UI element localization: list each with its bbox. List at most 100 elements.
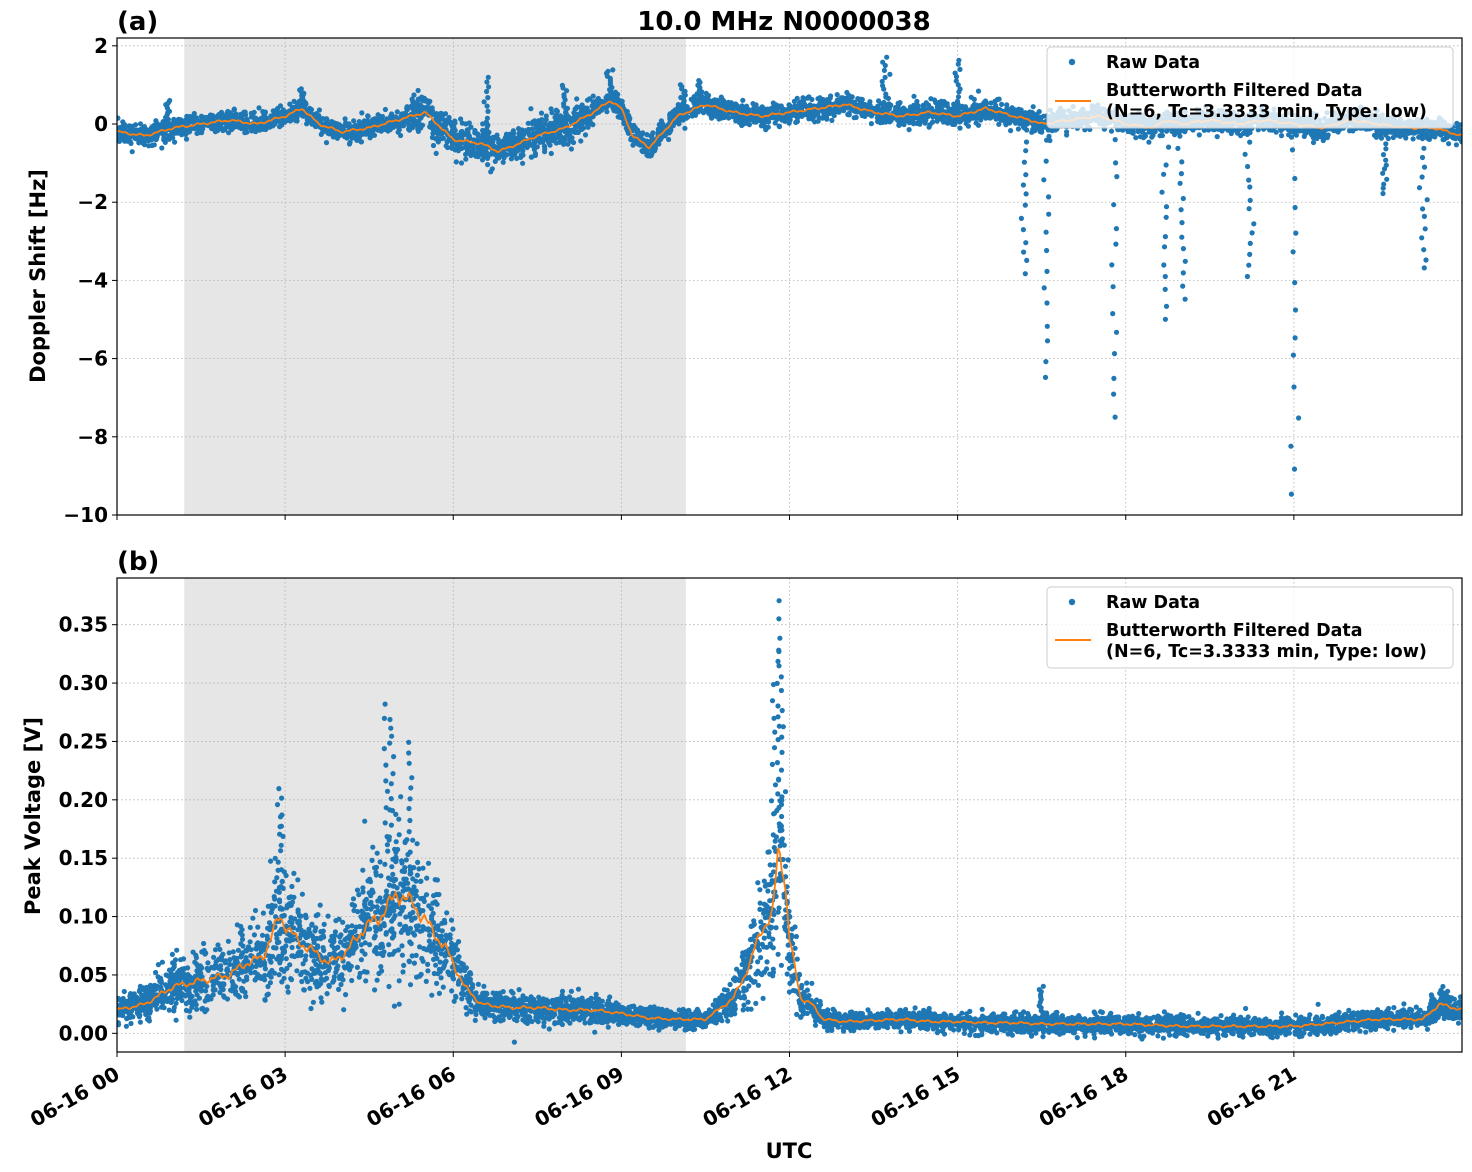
raw-data-point xyxy=(584,97,591,103)
raw-data-point xyxy=(404,104,410,110)
raw-data-point xyxy=(882,117,888,123)
raw-data-point xyxy=(291,98,297,104)
raw-data-point xyxy=(772,102,778,108)
raw-data-point xyxy=(584,107,590,113)
raw-data-point xyxy=(692,112,699,118)
raw-data-point xyxy=(324,117,330,123)
raw-data-point xyxy=(382,106,388,113)
raw-data-point xyxy=(841,108,847,114)
raw-data-point xyxy=(1030,104,1036,110)
raw-data-point xyxy=(1064,129,1070,135)
raw-data-point xyxy=(365,113,371,119)
raw-data-point xyxy=(574,96,580,102)
raw-data-point xyxy=(718,94,724,100)
raw-data-point xyxy=(231,106,237,112)
raw-data-point xyxy=(941,99,947,105)
raw-data-point xyxy=(635,141,641,147)
raw-data-point xyxy=(184,129,190,136)
raw-data-point xyxy=(516,126,522,132)
raw-data-point xyxy=(996,121,1002,127)
raw-data-point xyxy=(823,112,830,118)
raw-data-point xyxy=(846,92,852,99)
raw-data-point xyxy=(726,103,732,109)
raw-data-point xyxy=(831,113,837,119)
raw-data-point xyxy=(611,108,617,114)
raw-data-point xyxy=(429,105,435,111)
raw-data-point xyxy=(1286,132,1292,138)
raw-data-point xyxy=(744,103,750,109)
raw-data-point xyxy=(124,138,130,144)
raw-data-point xyxy=(200,117,206,123)
raw-data-point xyxy=(172,139,178,145)
raw-data-point xyxy=(1015,126,1022,132)
raw-data-point xyxy=(858,96,864,102)
raw-data-point xyxy=(268,113,274,119)
raw-data-point xyxy=(888,117,894,123)
raw-data-point xyxy=(118,134,124,140)
raw-data-point xyxy=(923,100,929,106)
raw-data-point xyxy=(458,116,464,122)
raw-data-point xyxy=(1269,127,1275,133)
raw-data-point xyxy=(434,135,440,141)
raw-data-point xyxy=(828,93,834,99)
raw-data-point xyxy=(938,102,944,108)
raw-data-point xyxy=(973,120,979,126)
raw-data-point xyxy=(604,109,610,115)
raw-data-point xyxy=(866,101,873,107)
raw-data-point xyxy=(906,127,912,133)
raw-data-point xyxy=(1205,127,1212,133)
raw-data-point xyxy=(988,100,994,106)
raw-data-point xyxy=(323,140,330,146)
raw-data-point xyxy=(129,123,135,129)
raw-data-point xyxy=(1432,134,1438,140)
raw-data-point xyxy=(277,103,284,109)
raw-data-point xyxy=(500,159,506,165)
raw-data-point xyxy=(564,130,570,136)
raw-data-point xyxy=(649,150,655,157)
raw-data-point xyxy=(239,123,245,129)
raw-data-point xyxy=(1235,130,1241,136)
raw-data-point xyxy=(244,124,251,130)
raw-data-point xyxy=(706,98,712,104)
raw-data-point xyxy=(540,121,546,127)
raw-data-point xyxy=(389,111,395,117)
raw-data-point xyxy=(415,87,421,94)
raw-data-point xyxy=(996,96,1002,102)
raw-data-point xyxy=(559,137,566,143)
raw-data-point xyxy=(815,118,821,124)
raw-data-point xyxy=(277,124,283,130)
raw-data-point xyxy=(658,118,665,124)
raw-data-point xyxy=(759,108,766,114)
chart-title: 10.0 MHz N0000038 xyxy=(637,7,930,37)
raw-data-point xyxy=(952,121,958,127)
raw-data-point xyxy=(256,105,262,111)
raw-data-point xyxy=(718,101,724,108)
raw-data-point xyxy=(489,151,495,157)
raw-data-point xyxy=(750,115,756,121)
raw-data-point xyxy=(548,106,554,112)
raw-data-point xyxy=(1196,132,1202,138)
raw-data-point xyxy=(158,122,165,128)
raw-data-point xyxy=(543,117,549,123)
raw-data-point xyxy=(776,124,783,130)
raw-data-point xyxy=(736,119,743,126)
raw-data-point xyxy=(473,153,479,159)
raw-data-point xyxy=(218,124,224,130)
raw-data-point xyxy=(183,136,190,142)
raw-data-point xyxy=(228,113,234,119)
raw-data-point xyxy=(354,124,360,130)
raw-data-point xyxy=(347,139,353,145)
raw-data-point xyxy=(1278,127,1284,133)
raw-data-point xyxy=(449,145,455,151)
raw-data-point xyxy=(121,125,127,131)
raw-data-point xyxy=(450,131,456,137)
raw-data-point xyxy=(532,152,539,158)
raw-data-point xyxy=(791,98,798,104)
raw-data-point xyxy=(682,125,688,131)
raw-data-point xyxy=(528,106,534,112)
raw-data-point xyxy=(1008,128,1014,134)
raw-data-point xyxy=(419,94,425,100)
raw-data-point xyxy=(772,120,778,126)
raw-data-point xyxy=(430,142,437,149)
raw-data-point xyxy=(253,116,259,122)
